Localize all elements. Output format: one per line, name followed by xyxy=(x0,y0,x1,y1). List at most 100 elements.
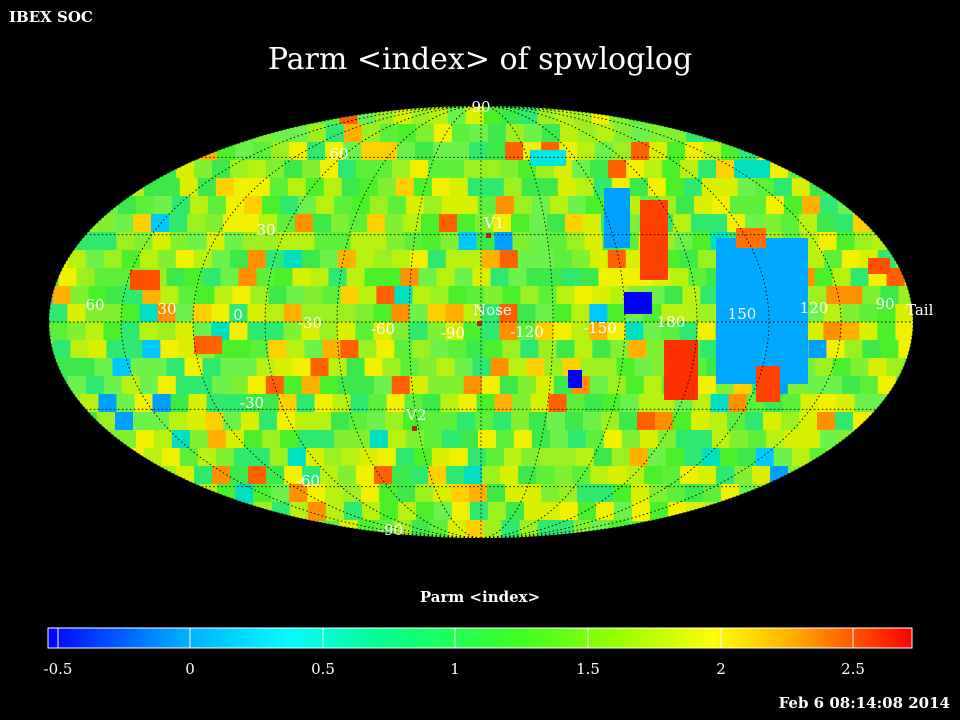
sky-pixel xyxy=(664,340,698,400)
sky-pixel xyxy=(337,376,357,395)
sky-pixel xyxy=(512,232,532,251)
sky-pixel xyxy=(67,376,87,395)
sky-pixel xyxy=(781,412,800,431)
sky-pixel xyxy=(196,286,216,305)
sky-pixel xyxy=(427,250,447,269)
sky-pixel xyxy=(459,430,479,449)
sky-pixel xyxy=(429,106,449,125)
sky-pixel xyxy=(495,430,515,449)
sky-pixel xyxy=(537,106,557,125)
sky-pixel xyxy=(52,340,72,359)
sky-pixel xyxy=(207,196,227,215)
sky-pixel xyxy=(386,232,406,251)
sky-pixel xyxy=(700,340,720,359)
sky-pixel xyxy=(679,304,699,323)
sky-pixel xyxy=(481,376,501,395)
sky-pixel xyxy=(765,430,785,449)
sky-pixel xyxy=(418,358,438,377)
sky-pixel xyxy=(207,430,227,449)
sky-pixel xyxy=(485,448,505,467)
latitude-labels: 90 60 30 -30 -60 -90 xyxy=(240,98,491,539)
sky-pixel xyxy=(457,214,476,233)
sky-pixel xyxy=(832,268,852,287)
sky-pixel xyxy=(230,160,250,179)
sky-pixel xyxy=(536,466,556,485)
sky-pixel xyxy=(271,484,291,503)
sky-pixel xyxy=(697,322,717,341)
sky-pixel xyxy=(382,268,402,287)
sky-pixel xyxy=(571,250,591,269)
sky-pixel xyxy=(121,322,141,341)
sky-pixel xyxy=(220,358,240,377)
longitude-labels: 60 30 0 -30 -60 -90 -120 -150 180 150 12… xyxy=(85,295,894,342)
sky-pixel xyxy=(67,250,87,269)
sky-pixel xyxy=(392,466,412,485)
sky-pixel xyxy=(112,358,132,377)
sky-pixel xyxy=(343,142,363,161)
lon-label: 30 xyxy=(157,300,176,318)
sky-pixel xyxy=(423,430,443,449)
sky-pixel xyxy=(535,322,555,341)
sky-pixel xyxy=(211,304,231,323)
sky-pixel xyxy=(400,358,420,377)
sky-pixel xyxy=(716,238,808,384)
sky-pixel xyxy=(837,430,857,449)
sky-pixel xyxy=(484,340,504,359)
lat-label: 90 xyxy=(471,98,490,116)
sky-pixel xyxy=(835,412,854,431)
sky-pixel xyxy=(85,376,105,395)
sky-pixel xyxy=(287,178,307,197)
sky-pixel xyxy=(247,322,267,341)
sky-pixel xyxy=(556,286,576,305)
sky-pixel xyxy=(809,178,829,197)
sky-pixel xyxy=(211,250,231,269)
sky-pixel xyxy=(808,286,828,305)
sky-pixel xyxy=(387,196,407,215)
sky-pixel xyxy=(571,322,591,341)
sky-pixel xyxy=(538,286,558,305)
sky-pixel xyxy=(70,340,90,359)
sky-pixel xyxy=(284,466,304,485)
sky-pixel xyxy=(343,502,363,521)
sky-pixel xyxy=(391,304,411,323)
sky-pixel xyxy=(283,376,303,395)
sky-pixel xyxy=(493,412,512,431)
sky-pixel xyxy=(517,250,537,269)
sky-pixel xyxy=(341,448,361,467)
sky-pixel xyxy=(484,286,504,305)
sky-pixel xyxy=(235,142,255,161)
sky-pixel xyxy=(340,340,360,359)
sky-pixel xyxy=(628,340,648,359)
sky-pixel xyxy=(279,196,299,215)
sky-pixel xyxy=(212,160,232,179)
sky-pixel xyxy=(781,214,800,233)
sky-pixel xyxy=(374,160,394,179)
sky-pixel xyxy=(98,394,118,413)
lat-label: -90 xyxy=(379,521,403,539)
sky-pixel xyxy=(693,196,713,215)
sky-pixel xyxy=(301,322,321,341)
sky-pixel xyxy=(367,214,386,233)
sky-pixel xyxy=(589,322,609,341)
sky-pixel xyxy=(511,214,530,233)
sky-pixel xyxy=(562,268,582,287)
sky-pixel xyxy=(289,142,309,161)
sky-pixel xyxy=(487,484,507,503)
sky-pixel xyxy=(292,358,312,377)
sky-pixel xyxy=(621,430,641,449)
sky-pixel xyxy=(541,124,561,143)
sky-pixel xyxy=(232,340,252,359)
sky-pixel xyxy=(553,322,573,341)
sky-pixel xyxy=(805,376,825,395)
sky-pixel xyxy=(575,448,595,467)
sky-pixel xyxy=(422,394,442,413)
sky-pixel xyxy=(418,268,438,287)
sky-pixel xyxy=(271,124,291,143)
sky-pixel xyxy=(98,232,118,251)
sky-pixel xyxy=(346,268,366,287)
sky-pixel xyxy=(895,250,913,269)
sky-pixel xyxy=(756,366,780,402)
sky-pixel xyxy=(193,304,213,323)
sky-pixel xyxy=(217,142,237,161)
sky-pixel xyxy=(121,376,141,395)
